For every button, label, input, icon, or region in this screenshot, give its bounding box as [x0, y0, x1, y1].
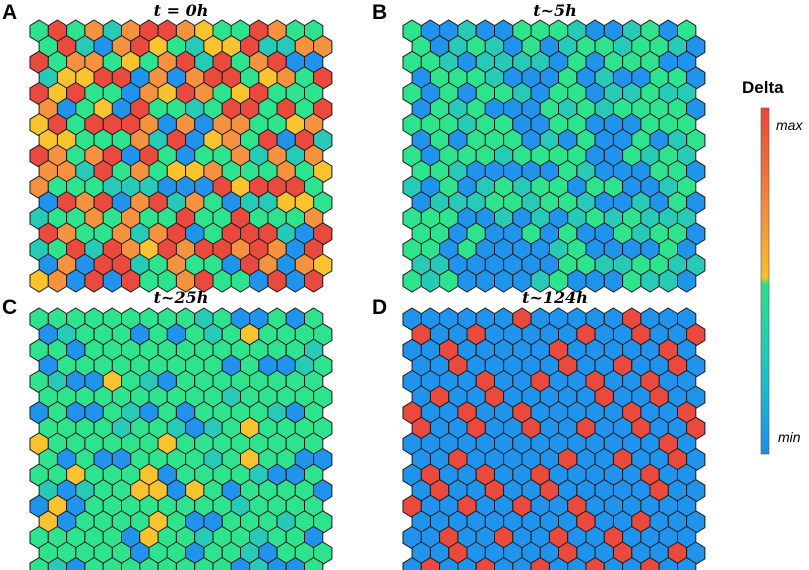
hex-cell [640, 269, 660, 293]
hex-cell [304, 557, 324, 570]
hex-cell [677, 269, 697, 293]
hex-cell [603, 269, 624, 293]
hex-grid-c [29, 307, 333, 570]
hex-cell [66, 269, 86, 293]
hex-cell [47, 269, 68, 293]
hex-cell [230, 269, 251, 293]
hex-cell [585, 269, 605, 293]
hex-cell [121, 269, 141, 293]
hex-cell [457, 269, 477, 293]
hex-cell [29, 269, 49, 293]
panel-title-c: t~25h [154, 288, 209, 307]
colorbar-min-label: min [778, 429, 801, 445]
hex-cell [677, 557, 697, 570]
panel-title-b: t~5h [533, 1, 577, 20]
hex-cell [304, 269, 324, 293]
colorbar-max-label: max [776, 117, 803, 133]
colorbar-title: Delta [742, 78, 784, 97]
hex-cell [439, 269, 459, 293]
hex-grid-d [402, 307, 706, 570]
panel-letter-b: B [372, 1, 387, 24]
panel-letter-d: D [372, 296, 387, 319]
hex-cell [267, 269, 287, 293]
hex-cell [249, 269, 269, 293]
hex-cell [622, 269, 642, 293]
hex-cell [494, 269, 514, 293]
panel-letter-c: C [2, 296, 17, 319]
hex-cell [402, 269, 422, 293]
hex-cell [658, 269, 678, 293]
hex-grid-a [29, 19, 333, 293]
hex-cell [84, 269, 104, 293]
panel-title-a: t = 0h [154, 1, 209, 20]
hex-cell [420, 269, 441, 293]
panel-d: D t~124h [372, 288, 706, 570]
panel-letter-a: A [2, 1, 17, 24]
panel-title-d: t~124h [522, 288, 588, 307]
hex-cell [212, 269, 232, 293]
colorbar-gradient [760, 107, 770, 455]
hex-cell [285, 269, 305, 293]
hex-cell [102, 269, 122, 293]
panel-b: B t~5h [372, 1, 706, 293]
panel-c: C t~25h [2, 288, 333, 570]
colorbar: Delta max min [742, 78, 803, 455]
hex-grid-b [402, 19, 706, 293]
panel-a: A t = 0h [2, 1, 333, 293]
hex-cell [475, 269, 495, 293]
